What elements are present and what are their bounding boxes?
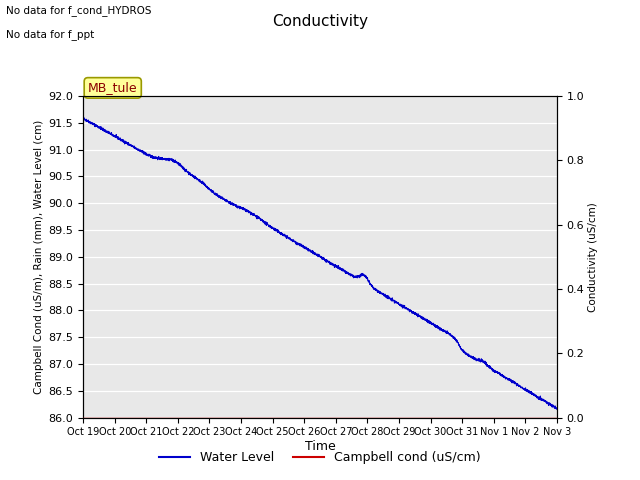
X-axis label: Time: Time [305,440,335,453]
Text: No data for f_ppt: No data for f_ppt [6,29,95,40]
Text: No data for f_cond_HYDROS: No data for f_cond_HYDROS [6,5,152,16]
Text: MB_tule: MB_tule [88,82,138,95]
Legend: Water Level, Campbell cond (uS/cm): Water Level, Campbell cond (uS/cm) [154,446,486,469]
Text: Conductivity: Conductivity [272,14,368,29]
Y-axis label: Campbell Cond (uS/m), Rain (mm), Water Level (cm): Campbell Cond (uS/m), Rain (mm), Water L… [35,120,44,394]
Y-axis label: Conductivity (uS/cm): Conductivity (uS/cm) [588,202,598,312]
